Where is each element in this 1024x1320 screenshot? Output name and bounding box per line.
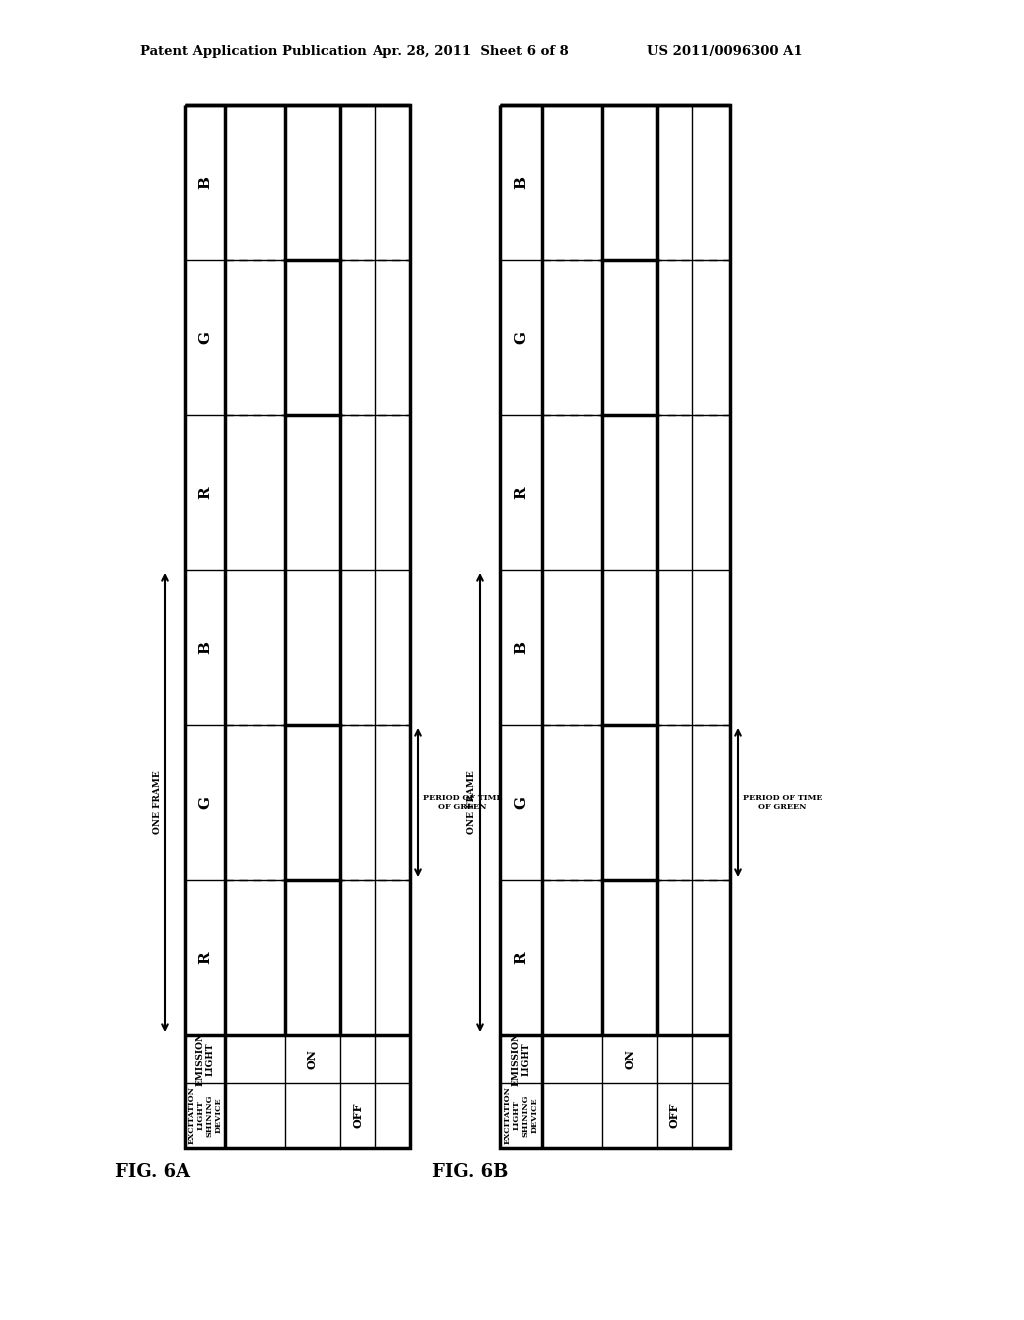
Text: ON: ON [624, 1049, 635, 1069]
Text: PERIOD OF TIME
OF GREEN: PERIOD OF TIME OF GREEN [423, 793, 503, 810]
Text: R: R [514, 952, 528, 964]
Text: EMISSION
LIGHT: EMISSION LIGHT [196, 1032, 215, 1086]
Text: EMISSION
LIGHT: EMISSION LIGHT [511, 1032, 530, 1086]
Text: EXCITATION
LIGHT
SHINING
DEVICE: EXCITATION LIGHT SHINING DEVICE [503, 1086, 539, 1144]
Text: ONE FRAME: ONE FRAME [153, 771, 162, 834]
Text: ONE FRAME: ONE FRAME [468, 771, 476, 834]
Text: US 2011/0096300 A1: US 2011/0096300 A1 [647, 45, 803, 58]
Text: B: B [514, 642, 528, 653]
Text: R: R [198, 486, 212, 499]
Text: FIG. 6B: FIG. 6B [432, 1163, 508, 1181]
Text: G: G [514, 796, 528, 809]
Text: G: G [198, 331, 212, 345]
Text: G: G [514, 331, 528, 345]
Text: R: R [514, 486, 528, 499]
Text: ON: ON [307, 1049, 318, 1069]
Text: B: B [198, 176, 212, 189]
Text: R: R [198, 952, 212, 964]
Text: FIG. 6A: FIG. 6A [115, 1163, 190, 1181]
Text: OFF: OFF [669, 1102, 680, 1129]
Text: Patent Application Publication: Patent Application Publication [140, 45, 367, 58]
Text: PERIOD OF TIME
OF GREEN: PERIOD OF TIME OF GREEN [743, 793, 822, 810]
Text: OFF: OFF [352, 1102, 362, 1129]
Text: B: B [198, 642, 212, 653]
Text: B: B [514, 176, 528, 189]
Text: Apr. 28, 2011  Sheet 6 of 8: Apr. 28, 2011 Sheet 6 of 8 [372, 45, 568, 58]
Text: EXCITATION
LIGHT
SHINING
DEVICE: EXCITATION LIGHT SHINING DEVICE [187, 1086, 223, 1144]
Text: G: G [198, 796, 212, 809]
